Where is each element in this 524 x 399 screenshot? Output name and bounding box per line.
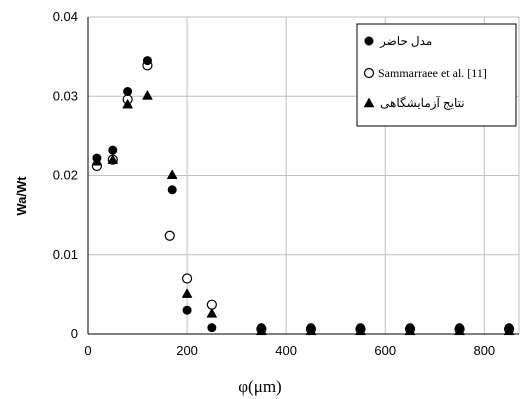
legend-marker-filled-triangle — [363, 97, 375, 108]
filled-circle-point — [142, 56, 152, 66]
axes — [87, 17, 519, 335]
filled-triangle-point — [142, 89, 153, 100]
y-tick-label: 0.04 — [53, 9, 78, 24]
filled-triangle-point — [206, 307, 218, 318]
legend-label: نتایج آزمایشگاهی — [380, 95, 465, 110]
filled-circle-point — [207, 323, 217, 333]
legend: مدل حاضر Sammarraee et al. [11] نتایج آزما… — [356, 23, 517, 127]
x-tick-label: 200 — [176, 343, 198, 358]
filled-circle-point — [182, 305, 192, 315]
filled-circle-point — [108, 145, 118, 155]
filled-triangle-point — [166, 169, 178, 179]
legend-label: مدل حاضر — [379, 34, 432, 48]
y-tick-label: 0 — [71, 326, 78, 341]
open-circle-point — [164, 230, 175, 241]
x-axis-label: φ(μm) — [238, 377, 281, 396]
filled-triangle-point — [454, 325, 465, 336]
data-points — [91, 56, 515, 336]
y-axis-label: Wa/Wt — [14, 176, 29, 216]
legend-label: Sammarraee et al. [11] — [378, 66, 487, 80]
y-tick-label: 0.02 — [53, 168, 78, 183]
open-circle-point — [181, 273, 193, 284]
filled-triangle-point — [91, 155, 103, 166]
filled-triangle-point — [255, 325, 267, 336]
open-circle-point — [206, 299, 217, 310]
legend-marker-filled-circle — [364, 36, 374, 46]
filled-triangle-point — [355, 325, 366, 336]
filled-circle-point — [123, 86, 133, 96]
filled-triangle-point — [107, 154, 119, 164]
filled-triangle-point — [181, 288, 193, 298]
x-tick-label: 0 — [84, 343, 91, 358]
legend-marker-open-circle — [363, 67, 375, 79]
y-tick-label: 0.03 — [53, 88, 78, 103]
filled-triangle-point — [503, 325, 515, 336]
y-tick-labels: 0 0.01 0.02 0.03 0.04 — [53, 9, 78, 341]
y-tick-label: 0.01 — [53, 247, 78, 262]
x-tick-label: 600 — [374, 343, 396, 358]
x-tick-label: 800 — [473, 343, 495, 358]
filled-triangle-point — [305, 325, 317, 336]
filled-triangle-point — [404, 325, 416, 336]
series-filled-triangle — [91, 89, 515, 336]
legend-box — [356, 23, 517, 127]
filled-circle-point — [167, 185, 177, 195]
x-tick-labels: 0 200 400 600 800 — [84, 343, 495, 358]
x-tick-label: 400 — [275, 343, 297, 358]
filled-triangle-point — [122, 98, 134, 109]
